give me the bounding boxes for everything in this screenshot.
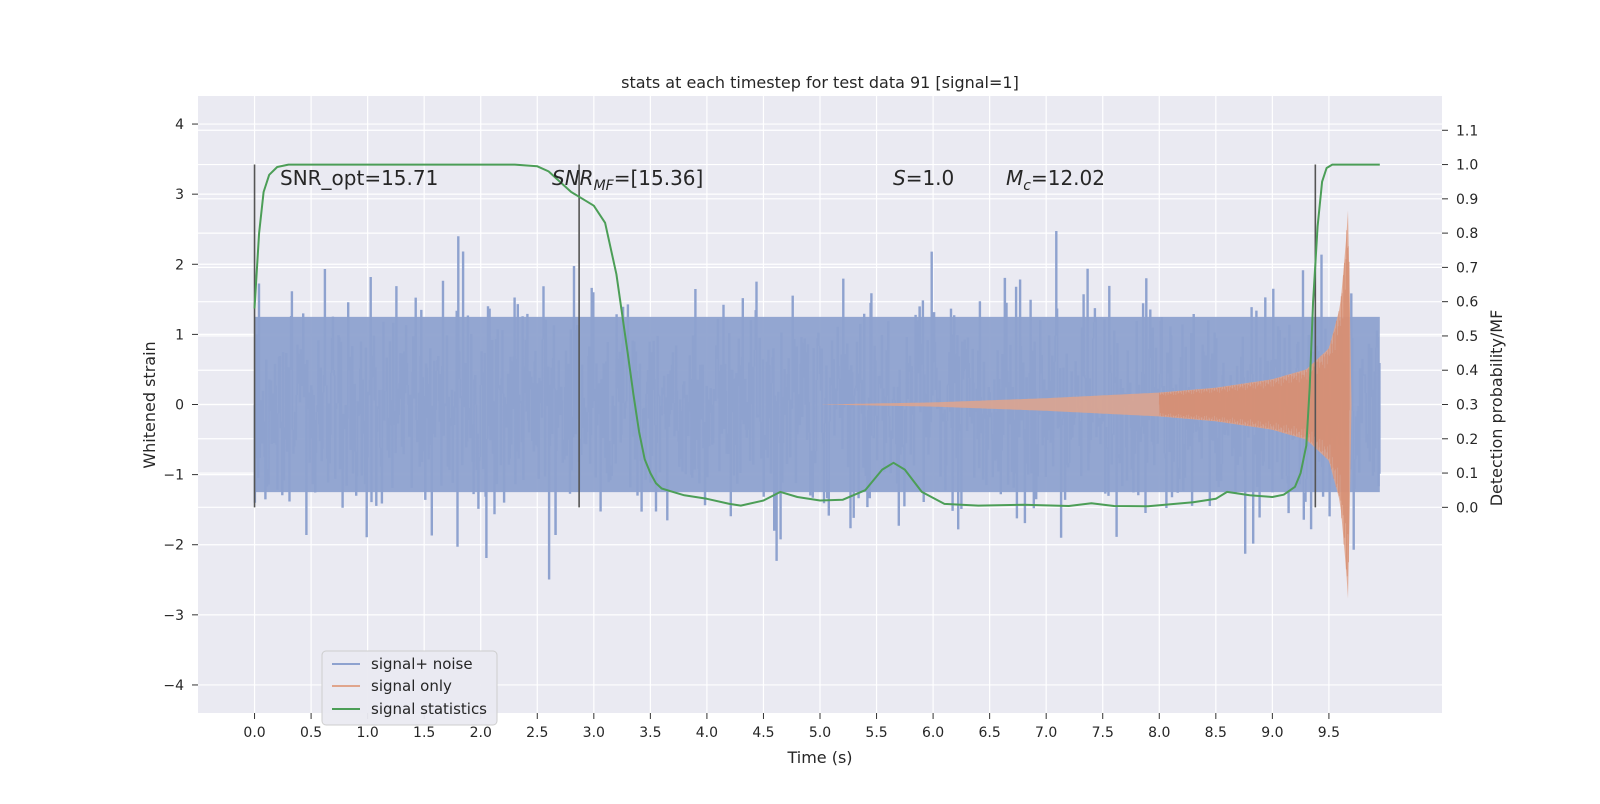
- y-axis-label-left: Whitened strain: [140, 341, 159, 468]
- x-tick-label: 9.0: [1261, 725, 1283, 741]
- y-tick-label-right: 0.7: [1456, 260, 1478, 276]
- x-tick-label: 6.5: [979, 725, 1001, 741]
- signal-series-layer: [820, 210, 1352, 599]
- y-tick-label-right: 0.5: [1456, 329, 1478, 345]
- y-tick-label-right: 0.6: [1456, 295, 1478, 311]
- mc-subscript: c: [1023, 178, 1031, 194]
- y-tick-label-right: 0.8: [1456, 226, 1478, 242]
- x-tick-label: 6.0: [922, 725, 944, 741]
- y-tick-label-left: −3: [163, 608, 184, 624]
- axis-ticks: 0.0 0.5 1.0 1.5 2.0 2.5 3.0 3.5 4.0 4.5 5.0 5.5 6.0 6…: [163, 117, 1478, 741]
- x-tick-label: 4.5: [752, 725, 774, 741]
- x-tick-label: 0.0: [243, 725, 265, 741]
- x-tick-label: 5.5: [865, 725, 887, 741]
- annotation-s: S=1.0: [893, 166, 954, 190]
- y-tick-label-right: 0.4: [1456, 363, 1478, 379]
- signal-only-envelope: [820, 210, 1352, 599]
- legend: signal+ noise signal only signal statist…: [321, 650, 498, 726]
- statistics-series-layer: [253, 163, 1380, 508]
- y-tick-label-left: −2: [163, 538, 184, 554]
- y-tick-label-right: 1.0: [1456, 158, 1478, 174]
- x-tick-label: 1.5: [413, 725, 435, 741]
- snr-mf-base: SNR: [552, 166, 594, 190]
- x-tick-label: 3.5: [639, 725, 661, 741]
- s-value: =1.0: [906, 166, 955, 190]
- signal-statistics-line: [253, 163, 1380, 508]
- x-tick-label: 3.0: [583, 725, 605, 741]
- x-tick-label: 7.5: [1092, 725, 1114, 741]
- snr-mf-value: =[15.36]: [614, 166, 704, 190]
- legend-label-statistics: signal statistics: [371, 700, 487, 718]
- chart-title: stats at each timestep for test data 91 …: [621, 73, 1019, 92]
- mc-value: =12.02: [1031, 166, 1105, 190]
- x-tick-label: 9.5: [1318, 725, 1340, 741]
- y-tick-label-left: 3: [175, 187, 184, 203]
- legend-label-signal: signal only: [371, 677, 452, 695]
- y-tick-label-left: 4: [175, 117, 184, 133]
- y-tick-label-right: 1.1: [1456, 123, 1478, 139]
- y-tick-label-right: 0.1: [1456, 466, 1478, 482]
- y-tick-label-left: −4: [163, 678, 184, 694]
- y-tick-label-right: 0.9: [1456, 192, 1478, 208]
- x-tick-label: 1.0: [357, 725, 379, 741]
- y-tick-label-left: 1: [175, 327, 184, 343]
- x-tick-label: 7.0: [1035, 725, 1057, 741]
- signal-only-oscillation: [1158, 230, 1350, 577]
- y-tick-label-left: 2: [175, 257, 184, 273]
- y-tick-label-left: 0: [175, 398, 184, 414]
- x-axis-label: Time (s): [786, 748, 852, 767]
- snr-mf-subscript: MF: [594, 178, 615, 194]
- annotation-mc: Mc=12.02: [1006, 166, 1105, 194]
- legend-label-noise: signal+ noise: [371, 655, 473, 673]
- y-tick-label-right: 0.0: [1456, 500, 1478, 516]
- x-tick-label: 2.5: [526, 725, 548, 741]
- y-axis-label-right: Detection probability/MF: [1487, 310, 1506, 507]
- x-tick-label: 8.0: [1148, 725, 1170, 741]
- x-tick-label: 0.5: [300, 725, 322, 741]
- x-tick-label: 8.5: [1205, 725, 1227, 741]
- x-tick-label: 5.0: [809, 725, 831, 741]
- y-tick-label-right: 0.3: [1456, 398, 1478, 414]
- annotation-snr-mf: SNRMF=[15.36]: [552, 166, 703, 194]
- annotation-snr-opt: SNR_opt=15.71: [280, 166, 438, 190]
- mc-symbol: M: [1006, 166, 1023, 190]
- vertical-markers: [253, 164, 1317, 508]
- legend-box: [321, 650, 498, 726]
- y-tick-label-right: 0.2: [1456, 432, 1478, 448]
- y-tick-label-left: −1: [163, 468, 184, 484]
- x-tick-label: 2.0: [470, 725, 492, 741]
- x-tick-label: 4.0: [696, 725, 718, 741]
- s-symbol: S: [893, 166, 906, 190]
